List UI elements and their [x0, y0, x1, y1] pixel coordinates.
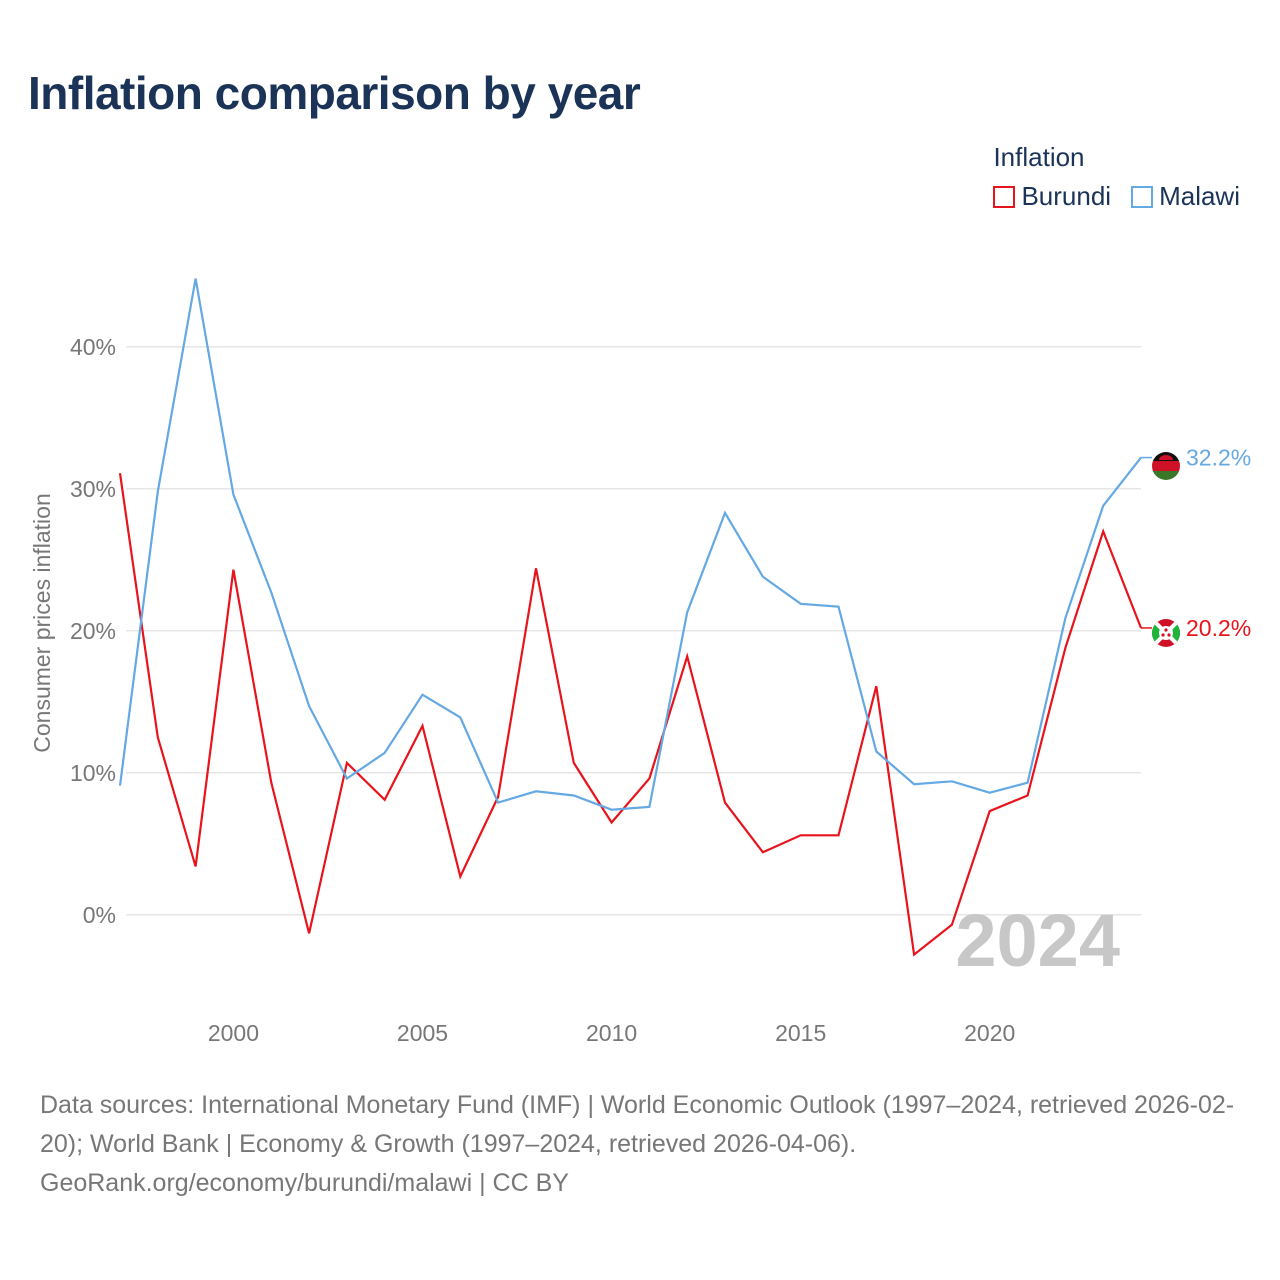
x-tick-label: 2020: [964, 1020, 1015, 1046]
legend-swatch-malawi: [1131, 185, 1154, 208]
flag-star: [1164, 628, 1168, 632]
y-tick-label: 20%: [70, 618, 116, 644]
source-note: Data sources: International Monetary Fun…: [40, 1086, 1250, 1203]
series-line-burundi[interactable]: [118, 473, 1143, 957]
x-tick-label: 2005: [397, 1020, 448, 1046]
chart-title: Inflation comparison by year: [28, 67, 641, 119]
y-tick-label: 40%: [70, 334, 116, 360]
legend-label-burundi: Burundi: [1021, 181, 1112, 211]
flag-stripe: [1152, 461, 1180, 471]
y-axis-label: Consumer prices inflation: [29, 493, 55, 753]
malawi-flag-icon: [1152, 452, 1180, 480]
legend-swatch-burundi: [993, 185, 1016, 208]
y-tick-label: 10%: [70, 760, 116, 786]
end-value-label-malawi: 32.2%: [1186, 445, 1251, 471]
flag-sun: [1159, 455, 1173, 460]
legend-item-burundi[interactable]: Burundi: [993, 181, 1111, 212]
x-tick-label: 2000: [208, 1020, 259, 1046]
legend-item-malawi[interactable]: Malawi: [1131, 181, 1240, 212]
end-value-label-burundi: 20.2%: [1186, 615, 1251, 641]
flag-star: [1161, 633, 1165, 637]
source-line-2: GeoRank.org/economy/burundi/malawi | CC …: [40, 1169, 569, 1197]
legend: Inflation Burundi Malawi: [993, 142, 1240, 212]
legend-label-malawi: Malawi: [1159, 181, 1240, 211]
burundi-flag-icon: [1152, 619, 1180, 647]
flag-star: [1167, 633, 1171, 637]
flag-stripe: [1152, 471, 1180, 480]
x-tick-label: 2015: [775, 1020, 826, 1046]
year-watermark: 2024: [955, 899, 1120, 982]
series-line-malawi[interactable]: [118, 278, 1142, 811]
flag-disc: [1159, 626, 1173, 640]
source-line-1: Data sources: International Monetary Fun…: [40, 1091, 1235, 1158]
y-tick-label: 30%: [70, 476, 116, 502]
x-tick-label: 2010: [586, 1020, 637, 1046]
y-tick-label: 0%: [83, 902, 116, 928]
legend-title: Inflation: [993, 142, 1085, 172]
